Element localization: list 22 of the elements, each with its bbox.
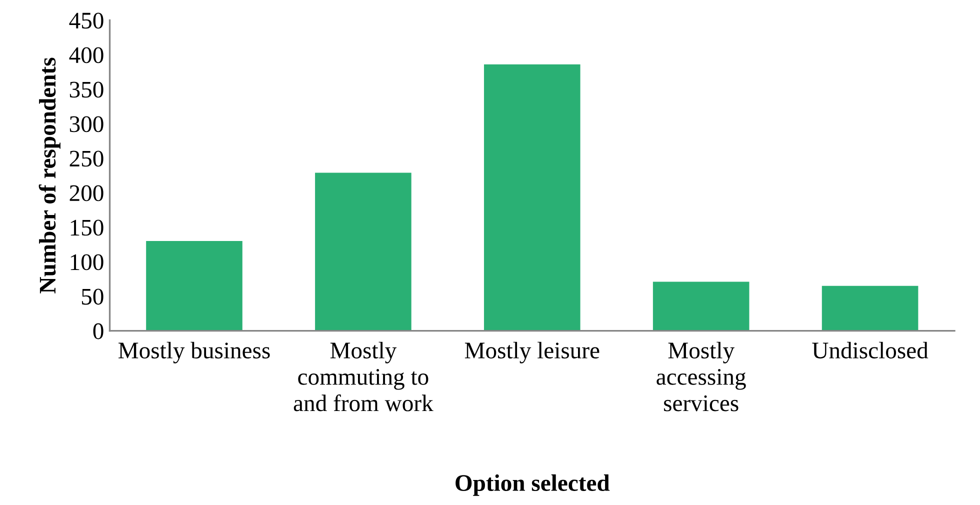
y-tick-label: 200 (70, 185, 104, 202)
x-axis-title: Option selected (456, 474, 610, 496)
y-tick-label: 150 (70, 220, 104, 236)
x-tick-label: Mostly leisure (464, 342, 600, 364)
y-tick-label: 400 (69, 47, 104, 64)
x-tick-label: Mostly accessing services (656, 342, 746, 412)
x-tick-label: Mostly commuting to and from work (294, 342, 434, 412)
bar (315, 172, 412, 331)
y-tick-label: 450 (69, 12, 104, 29)
bar (652, 282, 750, 331)
x-tick-label: Mostly business (118, 342, 270, 364)
y-tick-label: 250 (70, 150, 104, 167)
bar (484, 64, 580, 331)
y-tick-label: 50 (82, 288, 104, 305)
y-tick-label: 350 (70, 82, 104, 98)
x-tick-label: Undisclosed (812, 342, 928, 358)
y-tick-label: 100 (70, 254, 104, 270)
y-axis-title: Number of respondents (38, 58, 60, 294)
bar (146, 241, 242, 331)
y-tick-label: 300 (70, 116, 104, 132)
bar (822, 286, 918, 331)
y-tick-label: 0 (93, 323, 104, 340)
